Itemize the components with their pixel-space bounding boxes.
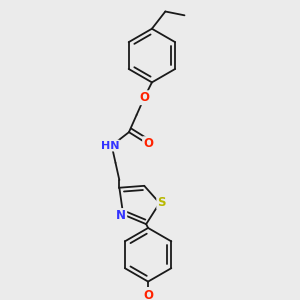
- Text: O: O: [143, 137, 153, 150]
- Text: S: S: [157, 196, 166, 208]
- Text: O: O: [139, 91, 149, 104]
- Text: N: N: [116, 209, 126, 222]
- Text: O: O: [143, 289, 153, 300]
- Text: HN: HN: [100, 141, 119, 151]
